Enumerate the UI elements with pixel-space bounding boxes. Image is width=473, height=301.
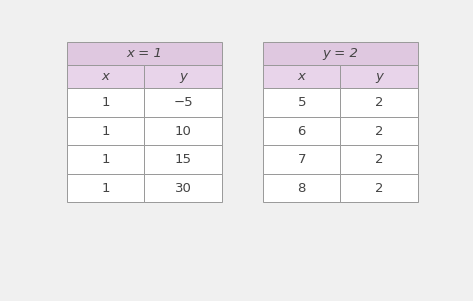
Text: −5: −5 xyxy=(173,96,193,109)
Text: 2: 2 xyxy=(375,96,384,109)
Text: 1: 1 xyxy=(101,125,110,138)
Bar xyxy=(144,145,222,174)
Bar xyxy=(341,88,418,117)
Text: 10: 10 xyxy=(175,125,192,138)
Bar xyxy=(144,174,222,203)
Bar xyxy=(263,88,341,117)
Bar xyxy=(144,117,222,145)
Bar xyxy=(67,88,144,117)
Bar xyxy=(263,65,341,88)
Bar xyxy=(263,174,341,203)
Bar xyxy=(144,88,222,117)
Text: 1: 1 xyxy=(101,96,110,109)
Text: y: y xyxy=(179,70,187,83)
Text: x: x xyxy=(298,70,306,83)
Bar xyxy=(263,145,341,174)
Bar xyxy=(341,145,418,174)
Text: 5: 5 xyxy=(298,96,306,109)
Text: x: x xyxy=(102,70,110,83)
Text: 7: 7 xyxy=(298,153,306,166)
Bar xyxy=(67,42,222,65)
Text: 8: 8 xyxy=(298,182,306,195)
Bar xyxy=(341,65,418,88)
Bar xyxy=(341,174,418,203)
Text: x = 1: x = 1 xyxy=(126,47,162,60)
Text: 2: 2 xyxy=(375,182,384,195)
Text: 15: 15 xyxy=(175,153,192,166)
Bar xyxy=(144,65,222,88)
Bar xyxy=(67,117,144,145)
Text: 2: 2 xyxy=(375,153,384,166)
Text: 30: 30 xyxy=(175,182,192,195)
Text: 1: 1 xyxy=(101,153,110,166)
Text: 2: 2 xyxy=(375,125,384,138)
Text: 1: 1 xyxy=(101,182,110,195)
Bar xyxy=(263,117,341,145)
Bar xyxy=(67,65,144,88)
Text: y = 2: y = 2 xyxy=(323,47,359,60)
Bar xyxy=(67,174,144,203)
Bar xyxy=(341,117,418,145)
Text: y: y xyxy=(375,70,383,83)
Bar xyxy=(67,145,144,174)
Bar xyxy=(263,42,418,65)
Text: 6: 6 xyxy=(298,125,306,138)
